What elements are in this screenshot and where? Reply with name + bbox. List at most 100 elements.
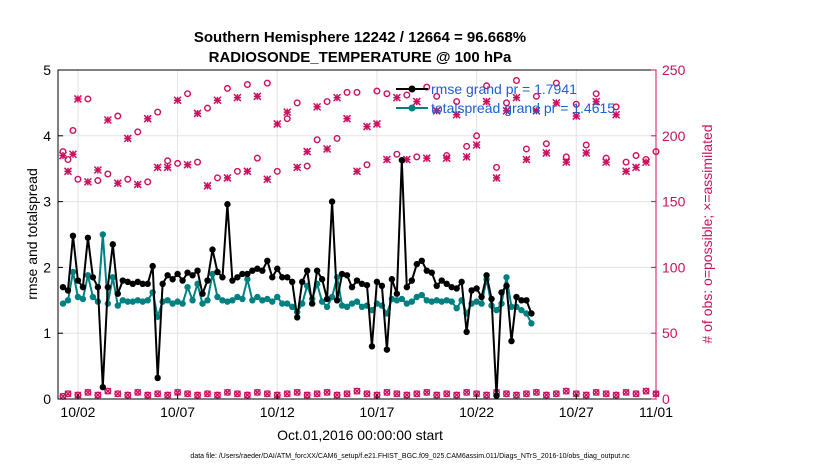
spread-point <box>259 297 266 304</box>
obs-assimilated-low-point <box>233 390 241 398</box>
spread-point <box>249 297 256 304</box>
rmse-point <box>468 287 475 294</box>
rmse-point <box>234 274 241 281</box>
y-tick-label: 3 <box>43 194 51 210</box>
rmse-point <box>313 267 321 274</box>
rmse-point <box>224 201 231 208</box>
obs-assimilated-low-point <box>572 390 580 398</box>
obs-assimilated-point <box>482 97 491 106</box>
rmse-point <box>398 156 406 164</box>
obs-possible-point <box>532 92 540 100</box>
spread-point <box>199 300 206 307</box>
obs-assimilated-low-point <box>463 388 471 396</box>
rmse-point <box>254 265 261 272</box>
spread-point <box>508 303 515 311</box>
obs-assimilated-point <box>223 173 232 182</box>
rmse-point <box>473 285 480 292</box>
spread-point <box>129 298 136 305</box>
rmse-point <box>373 278 381 286</box>
rmse-point <box>249 267 256 274</box>
rmse-point <box>84 234 92 241</box>
spread-point <box>239 295 246 303</box>
obs-possible-point <box>353 88 361 96</box>
rmse-point <box>94 283 102 291</box>
obs-assimilated-point <box>542 148 551 157</box>
spread-point <box>134 297 141 304</box>
obs-possible-point <box>393 150 401 158</box>
spread-point <box>89 293 97 301</box>
rmse-point <box>199 290 206 297</box>
obs-possible-point <box>542 140 550 148</box>
obs-possible-low-point <box>393 390 401 398</box>
obs-assimilated-point <box>273 119 282 128</box>
rmse-point <box>318 276 326 283</box>
obs-possible-point <box>503 99 511 107</box>
rmse-point <box>458 278 465 286</box>
obs-possible-point <box>283 115 291 123</box>
rmse-point <box>279 274 286 281</box>
y-axis-label: rmse and totalspread <box>24 168 40 300</box>
y2-tick-label: 100 <box>662 259 686 275</box>
spread-point <box>269 298 276 305</box>
spread-point <box>518 306 525 314</box>
rmse-point <box>348 283 356 291</box>
spread-point <box>523 310 530 317</box>
obs-possible-low-point <box>203 390 211 398</box>
obs-possible-point <box>552 79 560 87</box>
obs-possible-point <box>522 145 530 153</box>
obs-possible-low-point <box>323 388 331 396</box>
rmse-point <box>368 343 376 350</box>
rmse-point <box>383 346 391 353</box>
obs-possible-point <box>463 142 471 150</box>
obs-assimilated-low-point <box>213 391 221 399</box>
rmse-point <box>463 328 470 336</box>
obs-assimilated-point <box>572 112 581 121</box>
obs-possible-low-point <box>223 388 231 396</box>
spread-point <box>59 300 67 307</box>
obs-assimilated-point <box>602 158 611 167</box>
spread-point <box>229 297 236 304</box>
spread-point <box>139 298 146 305</box>
rmse-point <box>124 278 131 286</box>
obs-possible-low-point <box>343 390 351 398</box>
obs-possible-low-point <box>503 390 511 398</box>
obs-possible-low-point <box>134 388 142 396</box>
rmse-point <box>443 280 450 288</box>
obs-possible-point <box>433 92 441 100</box>
series-lines <box>59 156 535 399</box>
obs-assimilated-point <box>83 177 92 186</box>
obs-possible-point <box>293 99 301 107</box>
rmse-point <box>99 383 107 391</box>
rmse-point <box>493 392 500 399</box>
obs-possible-low-point <box>233 390 241 398</box>
obs-assimilated-point <box>113 179 122 188</box>
obs-assimilated-low-point <box>393 390 401 398</box>
obs-possible-point <box>512 77 520 85</box>
obs-assimilated-point <box>293 163 302 172</box>
obs-assimilated-point <box>163 163 172 172</box>
obs-possible-low-point <box>283 390 291 398</box>
rmse-point <box>294 314 301 321</box>
obs-assimilated-low-point <box>642 387 650 395</box>
rmse-point <box>134 278 141 286</box>
obs-assimilated-low-point <box>433 391 441 399</box>
obs-assimilated-low-point <box>263 390 271 398</box>
obs-possible-point <box>572 100 580 108</box>
obs-assimilated-point <box>422 154 431 163</box>
obs-possible-point <box>323 98 331 106</box>
obs-possible-point <box>632 152 640 160</box>
obs-assimilated-point <box>612 110 621 119</box>
obs-assimilated-low-point <box>632 390 640 398</box>
spread-point <box>84 272 92 279</box>
rmse-point <box>214 268 221 276</box>
rmse-point <box>343 272 351 279</box>
obs-possible-low-point <box>84 388 92 396</box>
legend-spread-marker <box>408 104 416 112</box>
obs-assimilated-point <box>153 163 162 172</box>
obs-possible-point <box>144 178 152 186</box>
obs-possible-low-point <box>403 391 411 399</box>
x-tick-label: 10/27 <box>559 404 594 420</box>
obs-assimilated-low-point <box>413 390 421 398</box>
obs-assimilated-low-point <box>423 388 431 396</box>
obs-possible-point <box>124 175 132 183</box>
